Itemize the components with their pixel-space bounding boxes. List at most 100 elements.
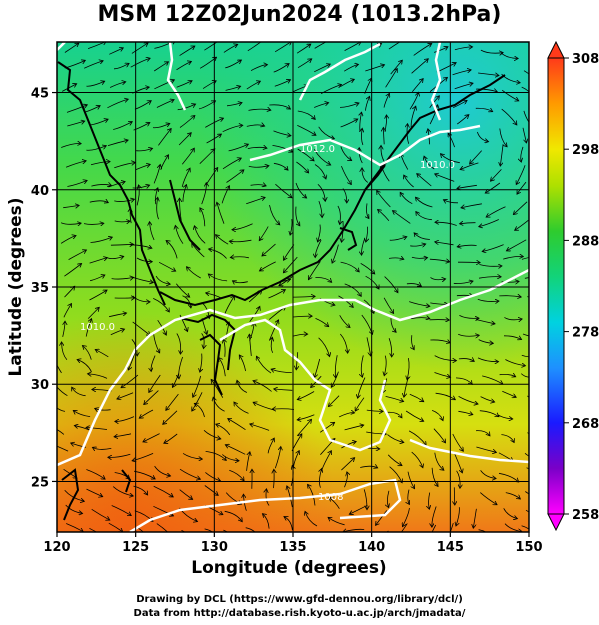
streamline xyxy=(179,314,187,331)
streamline xyxy=(151,355,156,371)
streamline xyxy=(244,495,247,511)
streamline xyxy=(433,47,447,53)
streamline xyxy=(479,410,499,417)
streamline xyxy=(181,149,194,165)
streamline xyxy=(344,283,361,296)
streamline xyxy=(458,410,472,414)
streamline xyxy=(114,199,133,201)
credit-line-2: Data from http://database.rish.kyoto-u.a… xyxy=(133,608,466,619)
streamline xyxy=(361,129,362,146)
streamline xyxy=(330,498,340,509)
y-tick-label: 30 xyxy=(31,378,49,393)
streamline xyxy=(182,453,202,459)
streamline xyxy=(275,389,293,390)
streamline xyxy=(501,282,519,283)
streamline xyxy=(454,47,472,51)
streamline xyxy=(296,161,308,172)
streamline xyxy=(84,61,102,69)
streamline xyxy=(408,430,426,445)
streamline xyxy=(246,453,250,471)
colorbar-tick-label: 258 xyxy=(572,508,599,523)
streamline xyxy=(410,107,415,128)
streamline xyxy=(193,375,201,397)
streamline xyxy=(366,337,371,355)
streamline xyxy=(501,73,520,83)
streamline xyxy=(64,264,81,277)
streamline xyxy=(434,372,450,378)
streamline xyxy=(436,222,457,226)
streamline xyxy=(86,82,105,87)
streamline xyxy=(527,296,529,298)
streamline xyxy=(90,275,104,282)
streamline xyxy=(153,505,172,515)
streamline xyxy=(217,203,225,224)
streamline xyxy=(377,191,391,208)
streamline xyxy=(318,224,321,242)
streamline xyxy=(366,226,368,242)
streamline xyxy=(246,125,264,127)
streamline xyxy=(455,377,472,384)
streamline xyxy=(297,110,315,119)
streamline xyxy=(477,131,487,142)
streamline xyxy=(298,391,315,400)
streamline xyxy=(93,448,112,450)
streamline xyxy=(476,446,495,452)
streamline xyxy=(205,451,226,460)
streamline xyxy=(108,522,122,531)
streamline xyxy=(295,182,306,198)
streamline xyxy=(60,223,80,225)
streamline xyxy=(314,42,332,49)
streamline xyxy=(222,125,242,133)
streamline xyxy=(269,205,280,224)
streamline xyxy=(263,514,270,529)
streamline xyxy=(309,261,321,279)
streamline xyxy=(410,244,425,246)
streamline xyxy=(411,59,428,74)
streamline xyxy=(64,44,78,53)
streamline xyxy=(112,486,132,496)
streamline xyxy=(344,473,348,488)
streamline xyxy=(341,458,354,471)
streamline xyxy=(152,124,169,129)
streamline xyxy=(228,419,246,431)
streamline xyxy=(67,121,84,127)
streamline xyxy=(524,452,529,457)
streamline xyxy=(479,265,501,267)
streamline xyxy=(456,507,460,525)
streamline xyxy=(65,161,85,168)
streamline xyxy=(57,429,65,435)
streamline xyxy=(339,413,354,418)
streamline xyxy=(222,454,238,461)
streamline xyxy=(83,346,92,360)
streamline xyxy=(156,523,169,532)
streamline xyxy=(478,529,487,532)
streamline xyxy=(314,103,328,108)
streamline xyxy=(163,410,178,424)
streamline xyxy=(116,416,135,422)
streamline xyxy=(182,295,191,308)
streamline xyxy=(517,165,526,184)
streamline xyxy=(329,395,340,406)
streamline xyxy=(203,430,220,438)
streamline xyxy=(62,322,65,337)
streamline xyxy=(179,468,200,479)
streamline xyxy=(57,382,68,397)
streamline xyxy=(434,452,444,470)
streamline xyxy=(487,206,506,217)
streamline xyxy=(340,261,359,271)
streamline xyxy=(452,70,471,76)
streamline xyxy=(154,465,170,476)
streamline xyxy=(332,244,339,263)
colorbar-tick-label: 268 xyxy=(572,417,599,432)
streamline xyxy=(475,89,497,91)
streamline xyxy=(478,339,493,344)
streamline xyxy=(90,120,108,126)
streamline xyxy=(475,108,492,111)
streamline xyxy=(378,210,390,221)
streamline xyxy=(458,184,477,188)
streamline xyxy=(297,148,314,160)
streamline xyxy=(201,333,205,347)
streamline xyxy=(86,146,105,151)
streamline xyxy=(229,469,243,480)
streamline xyxy=(314,64,329,73)
